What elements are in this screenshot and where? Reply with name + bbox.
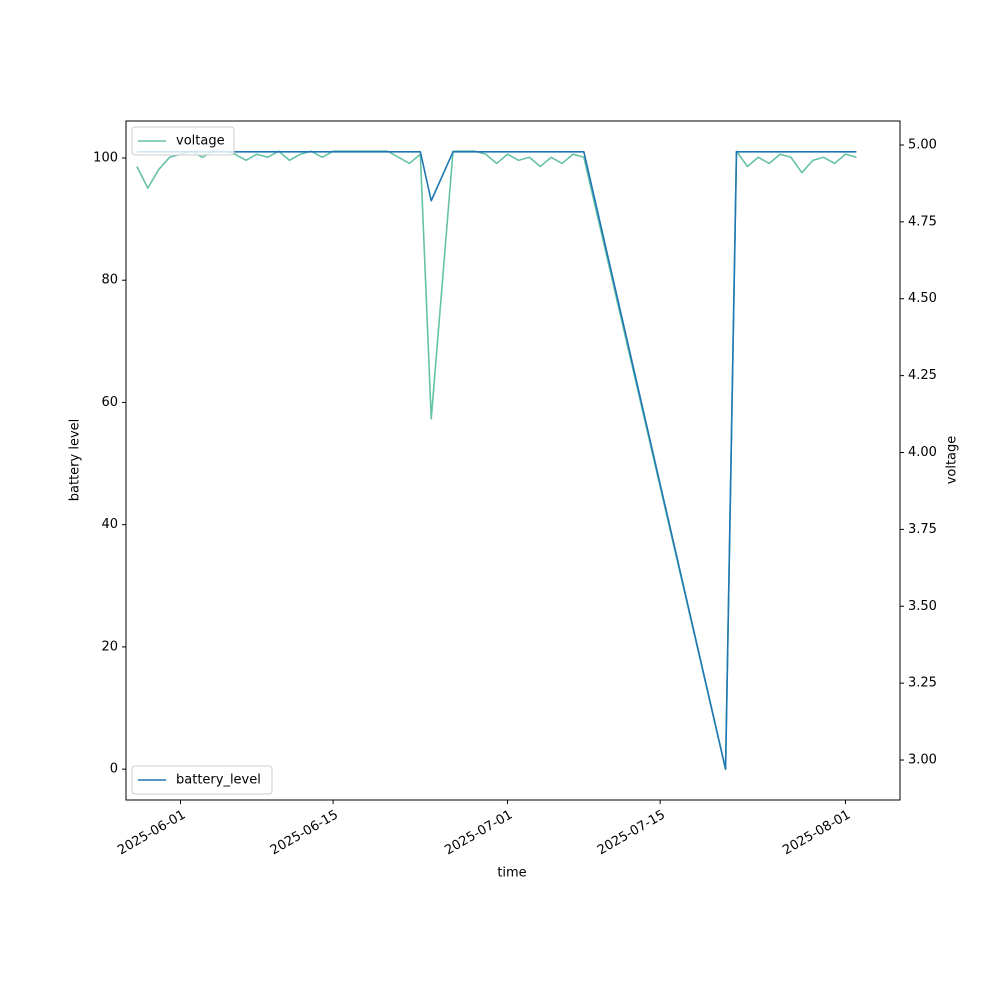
x-tick-label: 2025-07-15 <box>595 808 668 859</box>
legend-label: voltage <box>176 134 225 149</box>
y-axis-label: battery level <box>68 419 83 502</box>
y2-tick-label: 4.00 <box>908 445 937 460</box>
y-tick-label: 40 <box>101 517 118 532</box>
legend-box <box>131 765 273 795</box>
y-tick-label: 80 <box>101 273 118 288</box>
y-tick-label: 0 <box>110 762 118 777</box>
y2-tick-label: 4.50 <box>908 291 937 306</box>
x-tick-label: 2025-08-01 <box>780 808 853 859</box>
y-tick-label: 100 <box>93 150 118 165</box>
x-tick-label: 2025-06-15 <box>268 808 341 859</box>
plot-frame <box>125 120 901 801</box>
x-tick-label: 2025-07-01 <box>442 808 515 859</box>
y2-tick-label: 4.25 <box>908 368 937 383</box>
x-axis-label: time <box>497 866 526 881</box>
x-tick-label: 2025-06-01 <box>115 808 188 859</box>
y-tick-label: 60 <box>101 395 118 410</box>
y2-tick-label: 5.00 <box>908 137 937 152</box>
y2-tick-label: 4.75 <box>908 214 937 229</box>
y2-tick-label: 3.00 <box>908 753 937 768</box>
legend-label: battery_level <box>176 773 261 788</box>
y2-axis-label: voltage <box>945 436 960 485</box>
y2-tick-label: 3.25 <box>908 676 937 691</box>
y2-tick-label: 3.50 <box>908 599 937 614</box>
line-series <box>136 150 857 771</box>
legend-box <box>131 126 235 156</box>
y2-tick-label: 3.75 <box>908 522 937 537</box>
y-tick-label: 20 <box>101 639 118 654</box>
line-series <box>136 151 857 770</box>
